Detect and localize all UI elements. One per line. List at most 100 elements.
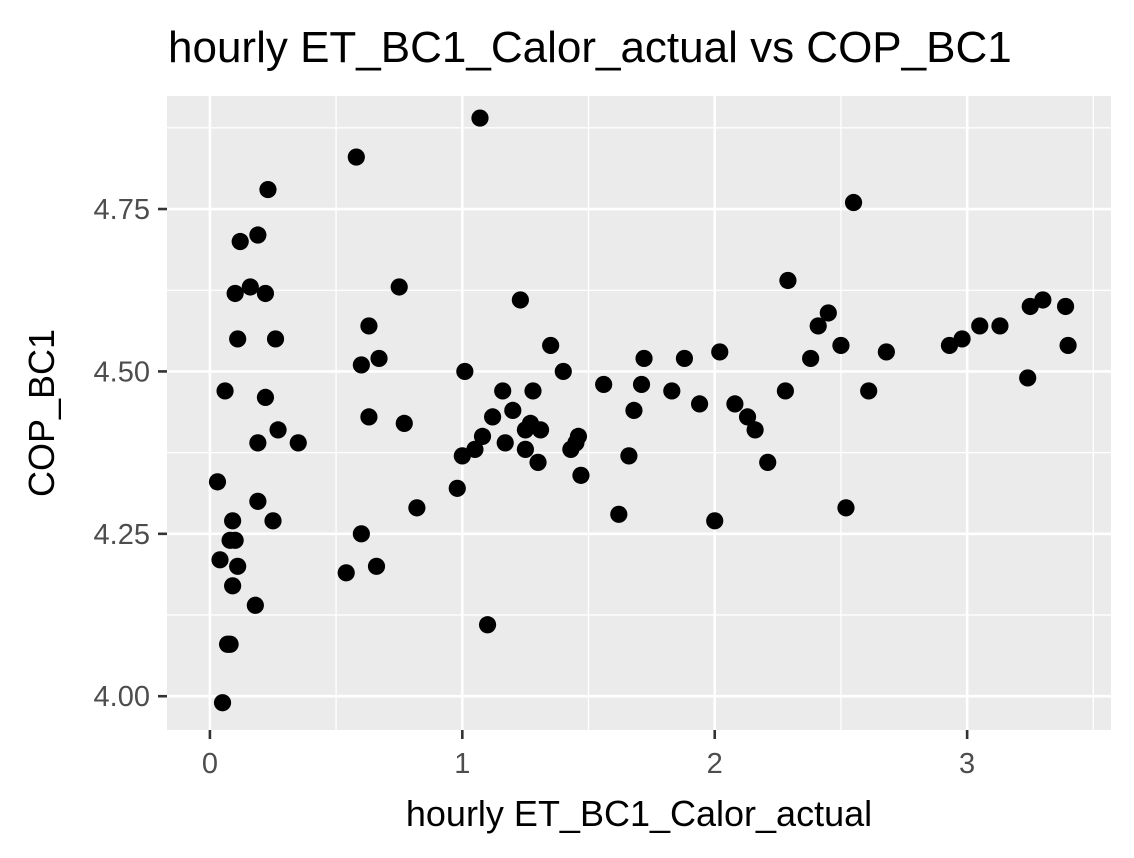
data-point (269, 421, 287, 439)
data-point (249, 434, 267, 452)
x-axis-title: hourly ET_BC1_Calor_actual (406, 793, 872, 834)
data-point (569, 427, 588, 445)
data-point (529, 453, 547, 471)
chart-title: hourly ET_BC1_Calor_actual vs COP_BC1 (168, 23, 1012, 72)
data-point (266, 330, 285, 348)
data-point (776, 382, 794, 400)
data-point (466, 440, 484, 458)
data-point (809, 317, 827, 335)
y-tick-label: 4.75 (94, 194, 150, 226)
data-point (226, 531, 244, 549)
data-point (231, 232, 249, 251)
x-tick-label: 1 (454, 748, 470, 780)
minor-gridlines (167, 96, 1111, 730)
data-point (390, 278, 408, 296)
data-point (663, 382, 681, 400)
data-point (1034, 291, 1052, 309)
data-point (759, 453, 777, 471)
data-point (706, 512, 724, 530)
data-point (832, 336, 850, 355)
x-tick-label: 0 (202, 748, 218, 780)
data-point (289, 434, 307, 452)
data-point (226, 284, 244, 303)
data-point (860, 382, 878, 400)
data-point (802, 349, 820, 368)
data-point (347, 148, 365, 166)
data-point (635, 349, 653, 368)
data-point (456, 362, 474, 381)
data-point (473, 427, 492, 445)
data-point (877, 343, 895, 361)
data-point (221, 635, 239, 653)
data-point (256, 388, 275, 407)
data-point (337, 564, 355, 582)
data-point (837, 499, 855, 517)
data-point (370, 349, 388, 368)
data-point (554, 362, 572, 381)
data-point (256, 284, 275, 303)
data-point (211, 551, 229, 569)
data-point (453, 447, 471, 465)
data-point (675, 349, 694, 368)
data-point (542, 336, 560, 355)
data-point (632, 375, 651, 394)
data-point (746, 421, 764, 439)
data-point (208, 473, 227, 491)
y-tick-label: 4.50 (94, 356, 150, 388)
data-point (625, 401, 643, 420)
data-point (1021, 297, 1039, 316)
data-point (991, 317, 1009, 335)
data-point (610, 505, 628, 523)
data-point (229, 557, 247, 575)
data-point (496, 434, 514, 452)
data-point (620, 447, 638, 465)
data-point (360, 408, 378, 426)
data-point (448, 479, 466, 497)
data-point (690, 395, 709, 413)
data-point (216, 382, 234, 400)
data-point (494, 382, 512, 400)
data-point (1019, 369, 1037, 387)
data-point (395, 414, 413, 432)
data-point (249, 226, 267, 244)
data-point (504, 401, 522, 420)
data-point (224, 577, 242, 595)
data-point (213, 694, 232, 712)
x-tick-label: 3 (959, 748, 975, 780)
data-point (711, 343, 729, 361)
data-point (971, 317, 989, 335)
data-point (516, 440, 535, 458)
data-point (478, 616, 497, 634)
data-point (953, 330, 971, 348)
data-point (511, 291, 529, 309)
data-point (249, 492, 267, 510)
y-tick-label: 4.00 (94, 681, 150, 713)
data-points (208, 109, 1077, 712)
data-point (246, 596, 264, 614)
data-point (1059, 336, 1077, 355)
y-axis-title: COP_BC1 (21, 329, 62, 497)
data-point (224, 512, 242, 530)
data-point (264, 512, 282, 530)
data-point (352, 356, 370, 374)
data-point (726, 395, 744, 413)
x-tick-label: 2 (707, 748, 723, 780)
data-point (844, 193, 863, 212)
data-point (360, 317, 378, 335)
y-tick-label: 4.25 (94, 519, 150, 551)
data-point (1056, 297, 1075, 316)
data-point (259, 180, 277, 199)
data-point (484, 408, 502, 426)
data-point (572, 466, 590, 484)
data-point (408, 499, 426, 517)
data-point (595, 375, 613, 394)
data-point (940, 336, 959, 355)
data-point (352, 525, 370, 543)
major-gridlines (167, 96, 1111, 730)
data-point (531, 421, 550, 439)
data-point (524, 382, 542, 400)
x-axis: 0 1 2 3 (202, 730, 975, 780)
data-point (738, 408, 757, 426)
y-axis: 4.00 4.25 4.50 4.75 (94, 194, 167, 713)
